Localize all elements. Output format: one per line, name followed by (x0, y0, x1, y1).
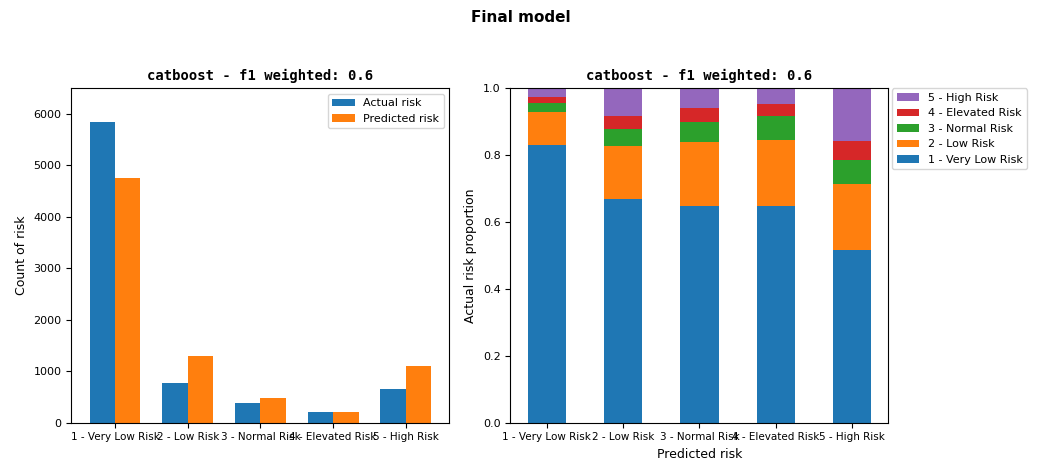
Title: catboost - f1 weighted: 0.6: catboost - f1 weighted: 0.6 (147, 69, 373, 83)
Bar (234, 404, 260, 423)
Y-axis label: Actual risk proportion: Actual risk proportion (465, 188, 477, 323)
Bar (680, 109, 719, 122)
Bar (834, 88, 871, 141)
Bar (405, 366, 431, 423)
Bar (604, 116, 642, 129)
Legend: Actual risk, Predicted risk: Actual risk, Predicted risk (328, 94, 444, 129)
Bar (604, 88, 642, 116)
Bar (834, 141, 871, 160)
Bar (527, 103, 566, 112)
Bar (756, 206, 795, 423)
Bar (834, 184, 871, 250)
Bar (604, 146, 642, 198)
Title: catboost - f1 weighted: 0.6: catboost - f1 weighted: 0.6 (587, 69, 813, 83)
Bar (527, 145, 566, 423)
Bar (756, 140, 795, 206)
Text: Final model: Final model (471, 10, 571, 25)
Bar (680, 206, 719, 423)
Bar (680, 142, 719, 206)
Legend: 5 - High Risk, 4 - Elevated Risk, 3 - Normal Risk, 2 - Low Risk, 1 - Very Low Ri: 5 - High Risk, 4 - Elevated Risk, 3 - No… (892, 88, 1027, 169)
Bar (834, 160, 871, 184)
Bar (604, 198, 642, 423)
Bar (260, 398, 286, 423)
Bar (756, 104, 795, 116)
Bar (90, 122, 115, 423)
Bar (756, 88, 795, 104)
Bar (834, 250, 871, 423)
Bar (307, 412, 333, 423)
Bar (380, 389, 405, 423)
X-axis label: Predicted risk: Predicted risk (656, 448, 742, 461)
Bar (756, 116, 795, 140)
Bar (115, 178, 141, 423)
Bar (604, 129, 642, 146)
Y-axis label: Count of risk: Count of risk (15, 216, 28, 295)
Bar (527, 88, 566, 97)
Bar (527, 112, 566, 145)
Bar (680, 88, 719, 109)
Bar (163, 383, 188, 423)
Bar (333, 412, 358, 423)
Bar (188, 356, 214, 423)
Bar (680, 122, 719, 142)
Bar (527, 97, 566, 103)
